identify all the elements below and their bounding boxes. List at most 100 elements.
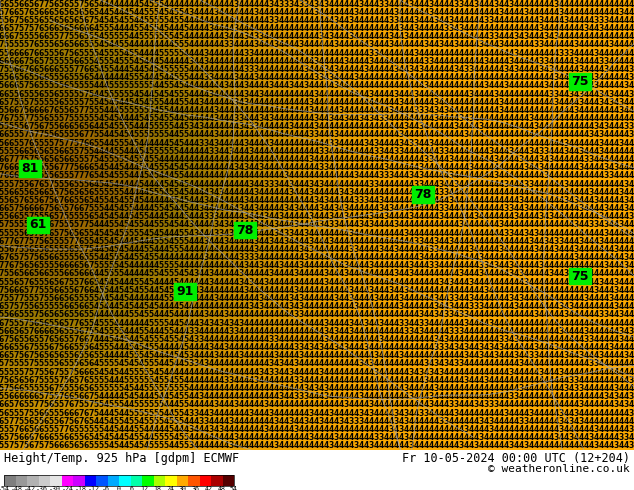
Text: 3: 3 <box>288 416 294 426</box>
Text: 5: 5 <box>23 384 29 393</box>
Text: 4: 4 <box>618 65 624 74</box>
Text: 4: 4 <box>204 294 209 303</box>
Text: 4: 4 <box>238 139 243 147</box>
Text: 3: 3 <box>348 416 354 426</box>
Text: 4: 4 <box>358 261 364 270</box>
Text: 4: 4 <box>288 24 294 33</box>
Text: 4: 4 <box>223 360 229 368</box>
Text: 4: 4 <box>573 343 579 352</box>
Text: 4: 4 <box>218 114 224 123</box>
Text: 3: 3 <box>318 147 323 156</box>
Text: 4: 4 <box>559 196 564 205</box>
Text: 4: 4 <box>443 32 449 41</box>
Text: 5: 5 <box>103 65 108 74</box>
Text: 4: 4 <box>204 220 209 229</box>
Text: 4: 4 <box>573 400 579 409</box>
Text: 3: 3 <box>328 220 333 229</box>
Text: 4: 4 <box>493 302 498 311</box>
Text: 4: 4 <box>453 114 458 123</box>
Text: 6: 6 <box>39 32 44 41</box>
Text: 3: 3 <box>429 261 434 270</box>
Text: 4: 4 <box>479 98 484 107</box>
Text: 4: 4 <box>259 81 264 90</box>
Text: 4: 4 <box>249 155 254 164</box>
Text: 5: 5 <box>53 376 58 385</box>
Text: 4: 4 <box>448 212 453 221</box>
Text: 4: 4 <box>368 343 373 352</box>
Text: 4: 4 <box>524 425 529 434</box>
Text: 4: 4 <box>268 229 274 238</box>
Text: 3: 3 <box>538 41 543 49</box>
Text: 3: 3 <box>453 65 458 74</box>
Text: 4: 4 <box>218 286 224 295</box>
Text: 4: 4 <box>448 270 453 278</box>
Text: 4: 4 <box>384 188 389 196</box>
Text: 6: 6 <box>88 0 94 9</box>
Text: 7: 7 <box>43 57 49 66</box>
Text: 4: 4 <box>413 253 418 262</box>
Text: 4: 4 <box>273 360 278 368</box>
Text: 3: 3 <box>209 270 214 278</box>
Text: 7: 7 <box>38 130 44 140</box>
Text: 3: 3 <box>479 433 484 442</box>
Text: 4: 4 <box>458 392 463 401</box>
Text: 4: 4 <box>559 172 564 180</box>
Text: 4: 4 <box>344 106 349 115</box>
Text: 4: 4 <box>98 73 103 82</box>
Text: 4: 4 <box>398 155 404 164</box>
Text: 3: 3 <box>209 318 214 327</box>
Text: 4: 4 <box>358 302 364 311</box>
Text: 4: 4 <box>543 114 548 123</box>
Text: 5: 5 <box>0 384 4 393</box>
Text: 4: 4 <box>178 327 184 336</box>
Text: 4: 4 <box>263 8 269 17</box>
Text: 4: 4 <box>183 409 189 417</box>
Text: 5: 5 <box>88 106 94 115</box>
Text: 4: 4 <box>218 253 224 262</box>
Text: 4: 4 <box>524 343 529 352</box>
Text: 7: 7 <box>79 147 84 156</box>
Text: 4: 4 <box>368 139 373 147</box>
Text: 4: 4 <box>553 441 559 450</box>
Text: 4: 4 <box>328 179 333 189</box>
Text: 4: 4 <box>249 384 254 393</box>
Text: 4: 4 <box>384 90 389 98</box>
Text: 4: 4 <box>308 392 314 401</box>
Text: 3: 3 <box>384 114 389 123</box>
Text: 4: 4 <box>333 392 339 401</box>
Text: 5: 5 <box>44 425 49 434</box>
Text: 4: 4 <box>158 81 164 90</box>
Text: 4: 4 <box>249 400 254 409</box>
Text: 4: 4 <box>288 57 294 66</box>
Text: 4: 4 <box>488 327 494 336</box>
Text: 4: 4 <box>378 229 384 238</box>
Text: 4: 4 <box>613 98 619 107</box>
Text: 3: 3 <box>443 204 449 213</box>
Text: 4: 4 <box>304 32 309 41</box>
Text: 4: 4 <box>553 212 559 221</box>
Text: 4: 4 <box>358 376 364 385</box>
Text: 3: 3 <box>249 302 254 311</box>
Text: 4: 4 <box>228 425 233 434</box>
Text: 4: 4 <box>568 392 574 401</box>
Text: 5: 5 <box>129 343 134 352</box>
Text: 4: 4 <box>553 261 559 270</box>
Text: 4: 4 <box>283 220 288 229</box>
Text: 6: 6 <box>13 106 18 115</box>
Text: 4: 4 <box>623 98 629 107</box>
Text: 4: 4 <box>524 172 529 180</box>
Text: 4: 4 <box>263 32 269 41</box>
Text: 4: 4 <box>238 261 243 270</box>
Text: 4: 4 <box>408 24 413 33</box>
Text: 4: 4 <box>453 16 458 25</box>
Text: 3: 3 <box>198 122 204 131</box>
Text: 5: 5 <box>93 327 98 336</box>
Text: 3: 3 <box>429 139 434 147</box>
Text: 4: 4 <box>474 106 479 115</box>
Text: 4: 4 <box>193 196 198 205</box>
Text: 4: 4 <box>238 220 243 229</box>
Text: 4: 4 <box>573 32 579 41</box>
Text: 4: 4 <box>389 302 394 311</box>
Text: 4: 4 <box>568 229 574 238</box>
Text: 5: 5 <box>164 122 169 131</box>
